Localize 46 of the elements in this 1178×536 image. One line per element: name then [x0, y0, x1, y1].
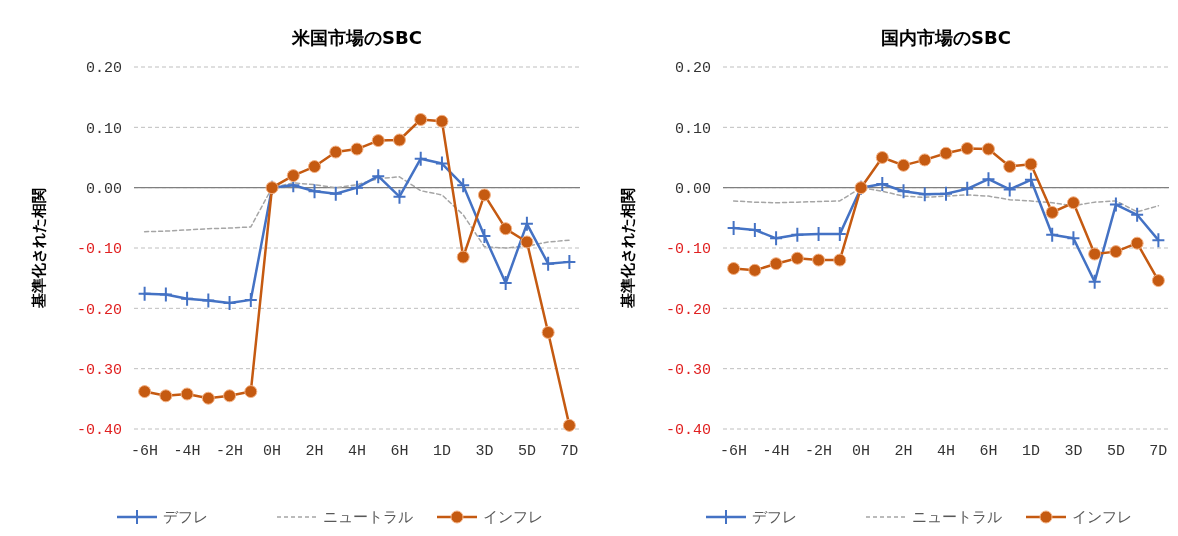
y-tick-label: -0.20	[665, 301, 711, 319]
x-tick-label: -4H	[173, 443, 201, 460]
legend-label: インフレ	[1072, 508, 1132, 527]
y-tick-label: 0.20	[674, 60, 711, 78]
legend-label: デフレ	[752, 508, 797, 527]
y-tick-label: 0.20	[85, 60, 122, 78]
x-tick-label: 4H	[347, 443, 367, 460]
y-tick-label: -0.30	[665, 361, 711, 379]
x-tick-label: 2H	[305, 443, 324, 460]
y-tick-label: 0.00	[85, 180, 122, 198]
x-tick-label: 1D	[432, 443, 451, 460]
x-tick-label: 0H	[263, 443, 282, 460]
y-tick-label: 0.10	[674, 120, 711, 138]
chart-title: 米国市場のSBC	[291, 27, 422, 48]
x-tick-label: 0H	[852, 443, 871, 460]
y-tick-label: 0.10	[85, 120, 122, 138]
x-tick-label: 7D	[1149, 443, 1168, 460]
x-tick-label: 1D	[1021, 443, 1040, 460]
x-tick-label: -4H	[762, 443, 790, 460]
y-axis-title: 基準化された相関	[619, 188, 637, 309]
legend-label: デフレ	[163, 508, 208, 527]
x-tick-label: 6H	[979, 443, 998, 460]
x-tick-label: 4H	[936, 443, 956, 460]
x-tick-label: 3D	[475, 443, 494, 460]
x-tick-label: -2H	[805, 443, 833, 460]
x-tick-label: 3D	[1064, 443, 1083, 460]
x-tick-label: 5D	[1106, 443, 1125, 460]
legend-label: ニュートラル	[323, 508, 413, 527]
y-axis-title: 基準化された相関	[30, 188, 48, 309]
x-tick-label: 7D	[560, 443, 579, 460]
y-tick-label: -0.40	[665, 422, 711, 440]
x-tick-label: -6H	[131, 443, 159, 460]
y-tick-label: -0.20	[76, 301, 122, 319]
legend-label: ニュートラル	[912, 508, 1002, 527]
x-tick-label: 5D	[517, 443, 536, 460]
x-tick-label: -6H	[720, 443, 748, 460]
y-tick-label: 0.00	[674, 180, 711, 198]
x-tick-label: -2H	[216, 443, 244, 460]
x-tick-label: 6H	[390, 443, 409, 460]
y-tick-label: -0.10	[665, 241, 711, 259]
x-tick-label: 2H	[894, 443, 913, 460]
legend-label: インフレ	[483, 508, 543, 527]
y-tick-label: -0.40	[76, 422, 122, 440]
y-tick-label: -0.10	[76, 241, 122, 259]
y-tick-label: -0.30	[76, 361, 122, 379]
chart-title: 国内市場のSBC	[881, 27, 1011, 48]
